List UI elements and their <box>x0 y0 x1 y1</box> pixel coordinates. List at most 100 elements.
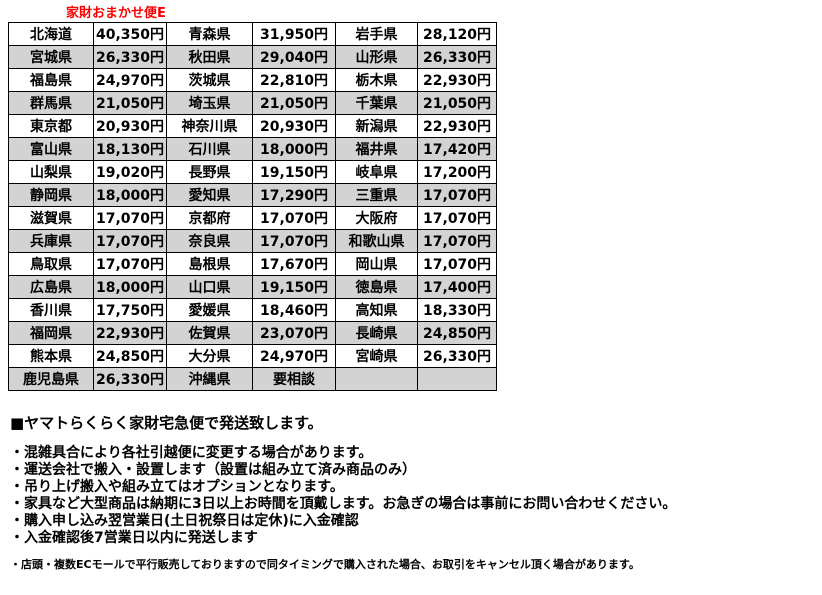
prefecture-cell: 香川県 <box>8 298 94 322</box>
prefecture-cell: 山口県 <box>166 275 254 299</box>
prefecture-cell: 三重県 <box>335 183 419 207</box>
price-cell: 17,070円 <box>417 229 498 253</box>
price-cell: 24,970円 <box>252 344 337 368</box>
shipping-fee-table: 北海道 40,350円 青森県 31,950円 岩手県 28,120円 宮城県 26,330円… <box>8 22 498 391</box>
prefecture-cell: 北海道 <box>8 22 94 46</box>
prefecture-cell: 鳥取県 <box>8 252 94 276</box>
note-bullet: ・入金確認後7営業日以内に発送します <box>10 530 258 546</box>
price-cell: 17,070円 <box>417 206 498 230</box>
price-cell: 26,330円 <box>92 45 168 69</box>
prefecture-cell: 高知県 <box>335 298 419 322</box>
note-bullet: ・運送会社で搬入・設置します（設置は組み立て済み商品のみ） <box>10 462 416 478</box>
prefecture-cell: 福井県 <box>335 137 419 161</box>
price-cell: 19,150円 <box>252 160 337 184</box>
price-cell: 40,350円 <box>92 22 168 46</box>
table-row: 広島県 18,000円 山口県 19,150円 徳島県 17,400円 <box>8 275 498 299</box>
price-cell: 17,670円 <box>252 252 337 276</box>
notes-heading: ■ヤマトらくらく家財宅急便で発送致します。 <box>10 414 323 432</box>
prefecture-cell: 奈良県 <box>166 229 254 253</box>
prefecture-cell: 兵庫県 <box>8 229 94 253</box>
price-cell: 24,970円 <box>92 68 168 92</box>
prefecture-cell: 茨城県 <box>166 68 254 92</box>
price-cell: 21,050円 <box>417 91 498 115</box>
price-cell: 31,950円 <box>252 22 337 46</box>
prefecture-cell: 神奈川県 <box>166 114 254 138</box>
table-row: 鳥取県 17,070円 島根県 17,670円 岡山県 17,070円 <box>8 252 498 276</box>
table-row: 静岡県 18,000円 愛知県 17,290円 三重県 17,070円 <box>8 183 498 207</box>
price-cell: 18,130円 <box>92 137 168 161</box>
price-cell: 17,290円 <box>252 183 337 207</box>
prefecture-cell: 青森県 <box>166 22 254 46</box>
price-cell: 24,850円 <box>417 321 498 345</box>
prefecture-cell: 大分県 <box>166 344 254 368</box>
price-cell: 17,420円 <box>417 137 498 161</box>
table-row: 兵庫県 17,070円 奈良県 17,070円 和歌山県 17,070円 <box>8 229 498 253</box>
prefecture-cell: 滋賀県 <box>8 206 94 230</box>
prefecture-cell: 愛媛県 <box>166 298 254 322</box>
prefecture-cell: 石川県 <box>166 137 254 161</box>
prefecture-cell: 岩手県 <box>335 22 419 46</box>
table-row: 香川県 17,750円 愛媛県 18,460円 高知県 18,330円 <box>8 298 498 322</box>
prefecture-cell: 富山県 <box>8 137 94 161</box>
price-cell: 22,930円 <box>417 68 498 92</box>
price-cell: 20,930円 <box>92 114 168 138</box>
price-cell: 17,400円 <box>417 275 498 299</box>
price-cell: 24,850円 <box>92 344 168 368</box>
note-bullet: ・混雑具合により各社引越便に変更する場合があります。 <box>10 445 373 461</box>
price-cell: 22,810円 <box>252 68 337 92</box>
prefecture-cell: 山梨県 <box>8 160 94 184</box>
prefecture-cell <box>335 367 419 391</box>
table-row: 宮城県 26,330円 秋田県 29,040円 山形県 26,330円 <box>8 45 498 69</box>
prefecture-cell: 秋田県 <box>166 45 254 69</box>
note-bullet: ・購入申し込み翌営業日(土日祝祭日は定休)に入金確認 <box>10 513 359 529</box>
prefecture-cell: 静岡県 <box>8 183 94 207</box>
table-row: 鹿児島県 26,330円 沖縄県 要相談 <box>8 367 498 391</box>
prefecture-cell: 福島県 <box>8 68 94 92</box>
price-cell: 20,930円 <box>252 114 337 138</box>
table-row: 北海道 40,350円 青森県 31,950円 岩手県 28,120円 <box>8 22 498 46</box>
prefecture-cell: 和歌山県 <box>335 229 419 253</box>
prefecture-cell: 長野県 <box>166 160 254 184</box>
price-cell: 17,750円 <box>92 298 168 322</box>
prefecture-cell: 宮崎県 <box>335 344 419 368</box>
prefecture-cell: 埼玉県 <box>166 91 254 115</box>
table-row: 東京都 20,930円 神奈川県 20,930円 新潟県 22,930円 <box>8 114 498 138</box>
price-cell: 18,000円 <box>92 275 168 299</box>
price-cell: 18,000円 <box>252 137 337 161</box>
prefecture-cell: 佐賀県 <box>166 321 254 345</box>
prefecture-cell: 新潟県 <box>335 114 419 138</box>
table-row: 滋賀県 17,070円 京都府 17,070円 大阪府 17,070円 <box>8 206 498 230</box>
table-row: 山梨県 19,020円 長野県 19,150円 岐阜県 17,200円 <box>8 160 498 184</box>
prefecture-cell: 島根県 <box>166 252 254 276</box>
prefecture-cell: 広島県 <box>8 275 94 299</box>
price-cell: 26,330円 <box>417 45 498 69</box>
price-cell: 17,070円 <box>252 206 337 230</box>
cancellation-footnote: ・店頭・複数ECモールで平行販売しておりますので同タイミングで購入された場合、お… <box>10 558 640 571</box>
table-row: 熊本県 24,850円 大分県 24,970円 宮崎県 26,330円 <box>8 344 498 368</box>
prefecture-cell: 愛知県 <box>166 183 254 207</box>
table-row: 富山県 18,130円 石川県 18,000円 福井県 17,420円 <box>8 137 498 161</box>
prefecture-cell: 熊本県 <box>8 344 94 368</box>
price-cell: 21,050円 <box>92 91 168 115</box>
price-cell: 19,150円 <box>252 275 337 299</box>
prefecture-cell: 福岡県 <box>8 321 94 345</box>
price-cell: 26,330円 <box>417 344 498 368</box>
prefecture-cell: 群馬県 <box>8 91 94 115</box>
price-cell: 17,200円 <box>417 160 498 184</box>
price-cell: 23,070円 <box>252 321 337 345</box>
price-cell: 21,050円 <box>252 91 337 115</box>
price-cell: 22,930円 <box>417 114 498 138</box>
prefecture-cell: 京都府 <box>166 206 254 230</box>
prefecture-table-body: 北海道 40,350円 青森県 31,950円 岩手県 28,120円 宮城県 26,330円… <box>8 22 498 391</box>
table-row: 群馬県 21,050円 埼玉県 21,050円 千葉県 21,050円 <box>8 91 498 115</box>
prefecture-cell: 東京都 <box>8 114 94 138</box>
price-cell: 18,000円 <box>92 183 168 207</box>
prefecture-cell: 沖縄県 <box>166 367 254 391</box>
prefecture-cell: 徳島県 <box>335 275 419 299</box>
price-cell: 17,070円 <box>92 206 168 230</box>
prefecture-cell: 長崎県 <box>335 321 419 345</box>
price-cell: 18,460円 <box>252 298 337 322</box>
prefecture-cell: 鹿児島県 <box>8 367 94 391</box>
price-cell: 19,020円 <box>92 160 168 184</box>
